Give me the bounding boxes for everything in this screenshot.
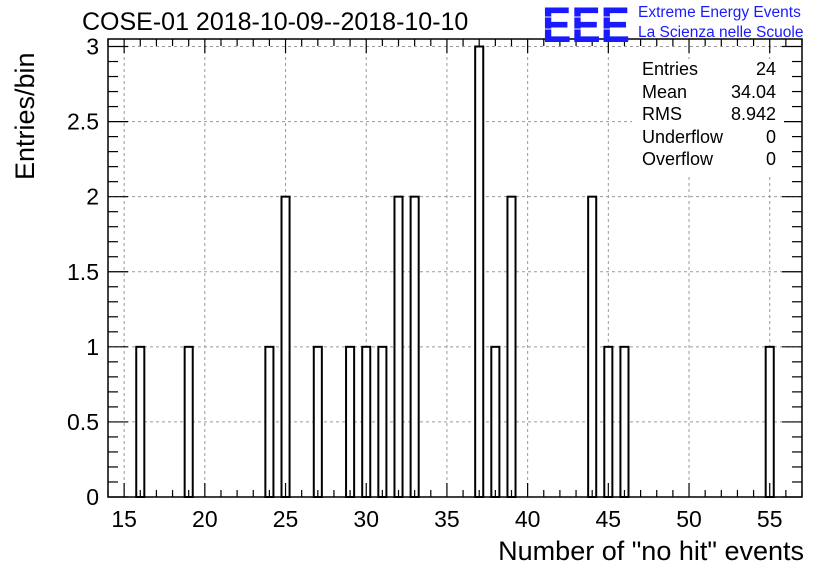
stat-value: 0 bbox=[765, 149, 776, 169]
stat-value: 24 bbox=[755, 59, 776, 79]
logo-caption: Extreme Energy Events La Scienza nelle S… bbox=[638, 3, 803, 43]
histogram-bar bbox=[619, 345, 630, 498]
x-tick-label: 50 bbox=[676, 506, 702, 532]
stat-value: 34.04 bbox=[730, 81, 776, 102]
histogram-bar bbox=[264, 345, 275, 498]
stat-row-rms: RMS 8.942 bbox=[632, 104, 784, 127]
stat-label: Overflow bbox=[642, 149, 714, 169]
y-axis-label: Entries/bin bbox=[10, 52, 40, 180]
x-tick-label: 20 bbox=[192, 506, 218, 532]
stat-label: RMS bbox=[642, 104, 682, 124]
histogram-bar bbox=[474, 45, 485, 498]
y-tick-label: 2 bbox=[86, 184, 99, 210]
stats-box: Entries 24 Mean 34.04 RMS 8.942 Underflo… bbox=[632, 59, 784, 177]
x-tick-label: 30 bbox=[353, 506, 379, 532]
x-tick-label: 45 bbox=[596, 506, 622, 532]
y-tick-label: 1 bbox=[86, 334, 99, 360]
x-tick-label: 35 bbox=[434, 506, 460, 532]
histogram-bar bbox=[377, 345, 388, 498]
histogram-bar bbox=[345, 345, 356, 498]
histogram-bar bbox=[603, 345, 614, 498]
histogram-bar bbox=[587, 195, 598, 499]
histogram-bar bbox=[135, 345, 146, 498]
chart-title: COSE-01 2018-10-09--2018-10-10 bbox=[82, 8, 469, 36]
y-tick-label: 0 bbox=[86, 484, 99, 510]
histogram-bar bbox=[312, 345, 323, 498]
y-tick-label: 3 bbox=[86, 34, 99, 60]
histogram-bar bbox=[764, 345, 775, 498]
svg-text:EEE: EEE bbox=[542, 2, 630, 46]
stat-row-mean: Mean 34.04 bbox=[632, 82, 784, 105]
logo-line-2: La Scienza nelle Scuole bbox=[638, 24, 804, 41]
plot-frame bbox=[107, 38, 803, 498]
y-tick-label: 1.5 bbox=[67, 259, 99, 285]
stat-label: Underflow bbox=[642, 126, 724, 147]
x-tick-label: 15 bbox=[111, 506, 137, 532]
histogram-bar bbox=[409, 195, 420, 499]
x-tick-label: 40 bbox=[515, 506, 541, 532]
stat-label: Mean bbox=[642, 81, 688, 102]
histogram-bar bbox=[506, 195, 517, 499]
stat-value: 8.942 bbox=[730, 104, 776, 124]
x-tick-label: 25 bbox=[273, 506, 299, 532]
y-tick-label: 0.5 bbox=[67, 409, 99, 435]
histogram-bar bbox=[183, 345, 194, 498]
stat-label: Entries bbox=[642, 59, 699, 79]
eee-logo: EEE bbox=[542, 2, 632, 46]
stat-row-underflow: Underflow 0 bbox=[632, 127, 784, 150]
stat-row-overflow: Overflow 0 bbox=[632, 149, 784, 172]
stat-row-entries: Entries 24 bbox=[632, 59, 784, 82]
histogram-bar bbox=[280, 195, 291, 499]
x-axis-label: Number of "no hit" events bbox=[498, 536, 804, 566]
histogram-bar bbox=[490, 345, 501, 498]
logo-line-1: Extreme Energy Events bbox=[638, 4, 801, 21]
stat-value: 0 bbox=[765, 126, 776, 147]
x-tick-label: 55 bbox=[757, 506, 783, 532]
histogram-bar bbox=[361, 345, 372, 498]
histogram-bar bbox=[393, 195, 404, 499]
y-tick-label: 2.5 bbox=[67, 109, 99, 135]
